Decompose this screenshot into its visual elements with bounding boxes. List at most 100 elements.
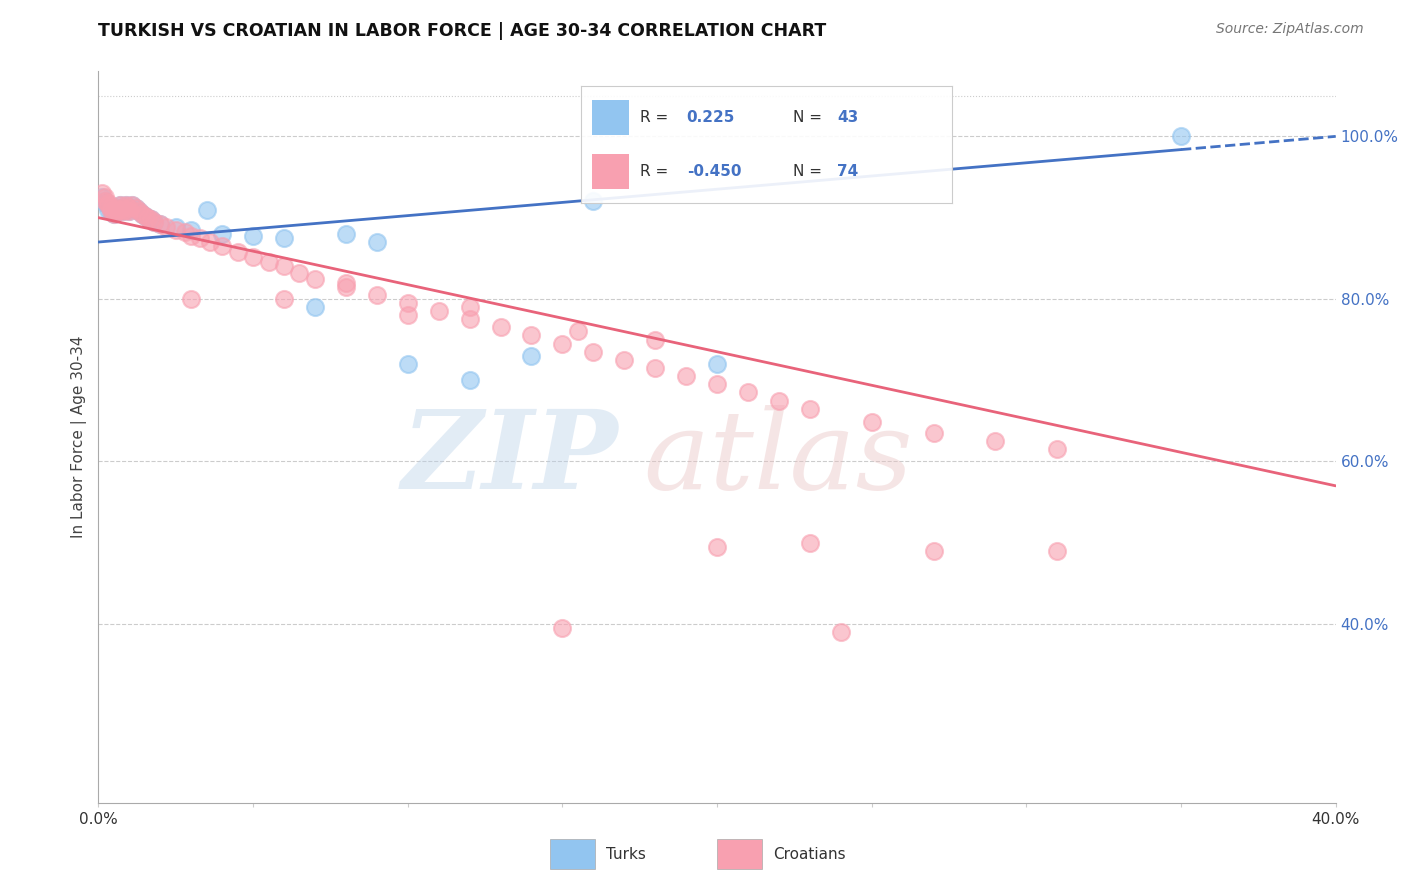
Point [108, 198, 131, 212]
Point [128, 204, 150, 219]
Point [105, 204, 128, 219]
Point [613, 352, 636, 367]
Point [97, 202, 120, 217]
Point [134, 209, 156, 223]
Point [103, 206, 125, 220]
Point [257, 255, 280, 269]
Point [458, 312, 481, 326]
Point [118, 201, 141, 215]
Point [121, 198, 143, 212]
Point [124, 201, 146, 215]
Point [830, 625, 852, 640]
Point [582, 344, 605, 359]
Point [134, 209, 156, 223]
Point [768, 393, 790, 408]
Point [304, 300, 326, 314]
Point [396, 357, 419, 371]
Point [190, 231, 212, 245]
Point [304, 271, 326, 285]
Point [242, 250, 264, 264]
Point [155, 220, 177, 235]
Point [131, 206, 153, 220]
Point [165, 220, 187, 235]
Point [100, 201, 122, 215]
Point [551, 336, 574, 351]
Point [118, 204, 141, 219]
Point [115, 202, 138, 217]
Point [149, 217, 172, 231]
Point [582, 194, 605, 209]
Point [90, 190, 112, 204]
Point [1046, 442, 1069, 457]
Point [139, 212, 162, 227]
Point [335, 279, 357, 293]
Point [288, 266, 311, 280]
Point [143, 215, 166, 229]
Point [195, 202, 218, 217]
Point [118, 201, 141, 215]
Point [103, 202, 125, 217]
Point [97, 198, 120, 212]
Text: ZIP: ZIP [402, 405, 619, 513]
Point [520, 349, 543, 363]
Point [211, 239, 233, 253]
Point [97, 198, 120, 212]
Point [100, 204, 122, 219]
Point [799, 535, 821, 549]
Point [93, 196, 115, 211]
Point [118, 204, 141, 219]
Point [984, 434, 1007, 449]
Point [242, 228, 264, 243]
Point [860, 416, 883, 430]
Point [139, 212, 162, 227]
Point [108, 198, 131, 212]
Point [136, 211, 159, 225]
Point [174, 225, 197, 239]
Point [149, 217, 172, 231]
Point [458, 373, 481, 387]
Point [112, 201, 135, 215]
Point [100, 204, 122, 219]
Point [108, 202, 131, 217]
Point [112, 204, 135, 219]
Point [93, 190, 115, 204]
Point [922, 544, 945, 558]
Point [706, 357, 728, 371]
Point [97, 196, 120, 211]
Point [100, 201, 122, 215]
Point [1046, 544, 1069, 558]
Point [180, 292, 202, 306]
Point [103, 202, 125, 217]
Point [567, 325, 589, 339]
Point [520, 328, 543, 343]
Point [799, 401, 821, 416]
Point [124, 201, 146, 215]
Point [131, 206, 153, 220]
Point [366, 288, 388, 302]
Y-axis label: In Labor Force | Age 30-34: In Labor Force | Age 30-34 [72, 335, 87, 539]
Point [180, 223, 202, 237]
Text: atlas: atlas [643, 405, 912, 513]
Point [226, 244, 249, 259]
Point [737, 385, 759, 400]
Point [108, 202, 131, 217]
Point [115, 198, 138, 212]
Point [105, 204, 128, 219]
Point [211, 227, 233, 241]
Point [143, 215, 166, 229]
Text: TURKISH VS CROATIAN IN LABOR FORCE | AGE 30-34 CORRELATION CHART: TURKISH VS CROATIAN IN LABOR FORCE | AGE… [98, 22, 827, 40]
Point [706, 377, 728, 392]
Point [115, 198, 138, 212]
Point [198, 235, 221, 249]
Point [273, 231, 295, 245]
Point [675, 369, 697, 384]
Point [396, 296, 419, 310]
Point [396, 308, 419, 322]
Point [489, 320, 512, 334]
Point [112, 201, 135, 215]
Point [427, 304, 450, 318]
Point [1170, 129, 1192, 144]
Point [273, 292, 295, 306]
Text: Source: ZipAtlas.com: Source: ZipAtlas.com [1216, 22, 1364, 37]
Point [366, 235, 388, 249]
